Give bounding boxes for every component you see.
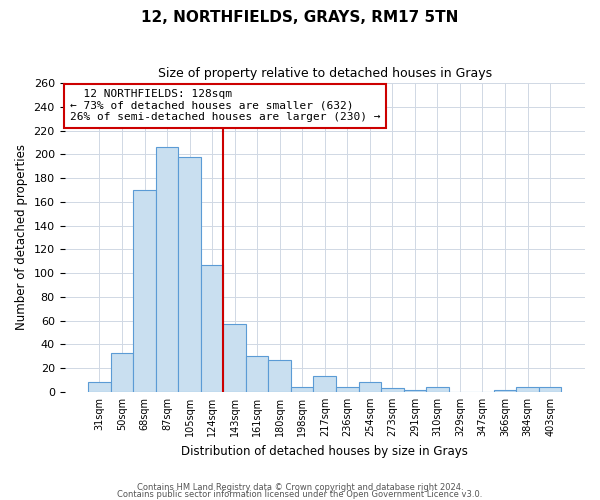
- Bar: [539, 387, 562, 392]
- Text: 12 NORTHFIELDS: 128sqm
← 73% of detached houses are smaller (632)
26% of semi-de: 12 NORTHFIELDS: 128sqm ← 73% of detached…: [70, 89, 380, 122]
- Text: Contains HM Land Registry data © Crown copyright and database right 2024.: Contains HM Land Registry data © Crown c…: [137, 484, 463, 492]
- Title: Size of property relative to detached houses in Grays: Size of property relative to detached ho…: [158, 68, 492, 80]
- X-axis label: Distribution of detached houses by size in Grays: Distribution of detached houses by size …: [181, 444, 468, 458]
- Bar: [223, 324, 246, 392]
- Bar: [201, 265, 223, 392]
- Y-axis label: Number of detached properties: Number of detached properties: [15, 144, 28, 330]
- Bar: [381, 388, 404, 392]
- Bar: [426, 387, 449, 392]
- Bar: [516, 387, 539, 392]
- Bar: [291, 387, 313, 392]
- Bar: [359, 382, 381, 392]
- Bar: [313, 376, 336, 392]
- Bar: [133, 190, 156, 392]
- Bar: [268, 360, 291, 392]
- Bar: [156, 147, 178, 392]
- Bar: [178, 156, 201, 392]
- Bar: [246, 356, 268, 392]
- Text: Contains public sector information licensed under the Open Government Licence v3: Contains public sector information licen…: [118, 490, 482, 499]
- Bar: [88, 382, 111, 392]
- Bar: [404, 390, 426, 392]
- Bar: [494, 390, 516, 392]
- Bar: [336, 387, 359, 392]
- Text: 12, NORTHFIELDS, GRAYS, RM17 5TN: 12, NORTHFIELDS, GRAYS, RM17 5TN: [142, 10, 458, 25]
- Bar: [111, 352, 133, 392]
